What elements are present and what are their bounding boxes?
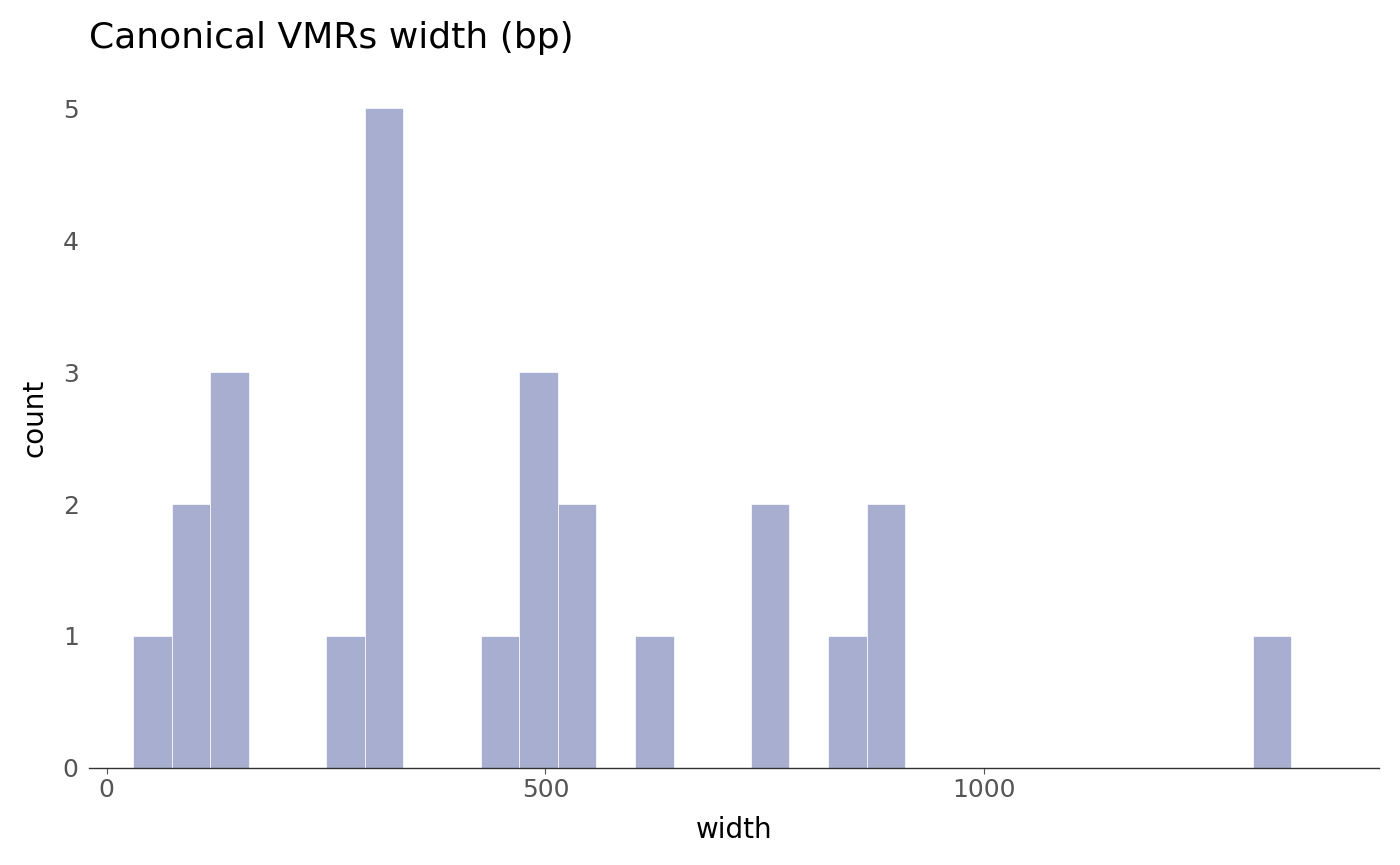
- Bar: [557, 504, 596, 768]
- Bar: [867, 504, 906, 768]
- Bar: [827, 636, 867, 768]
- Bar: [480, 636, 519, 768]
- Bar: [326, 636, 364, 768]
- Bar: [750, 504, 790, 768]
- Bar: [1253, 636, 1291, 768]
- Bar: [172, 504, 210, 768]
- Text: Canonical VMRs width (bp): Canonical VMRs width (bp): [90, 21, 574, 54]
- Bar: [519, 372, 557, 768]
- Y-axis label: count: count: [21, 379, 49, 458]
- X-axis label: width: width: [696, 817, 773, 844]
- Bar: [210, 372, 249, 768]
- Bar: [133, 636, 172, 768]
- Bar: [364, 108, 403, 768]
- Bar: [636, 636, 673, 768]
